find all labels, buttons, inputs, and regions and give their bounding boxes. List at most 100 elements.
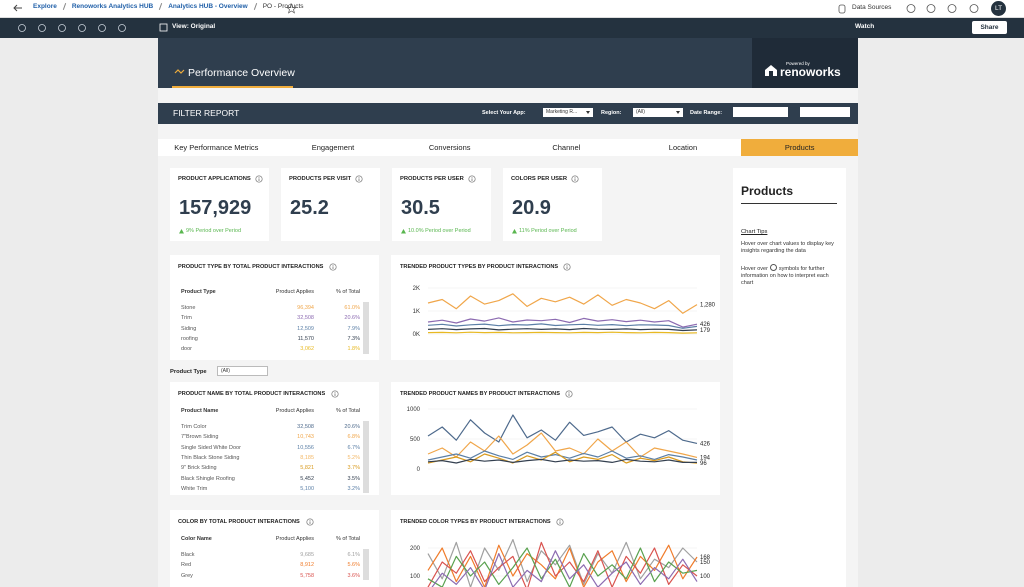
table-cell: 32,508 [297,424,314,430]
kpi-value: 25.2 [290,197,329,219]
sidebar-title: Products [741,184,794,198]
info-dot [258,176,260,178]
table-cell: 3.6% [347,572,360,579]
table-cell: 11,570 [297,335,314,342]
tool-icon [78,24,86,32]
y-tick-label: 200 [410,546,421,552]
kpi-change: 9% Period over Period [186,228,242,234]
tab-strip [158,139,858,156]
kpi-card [281,168,380,241]
tab[interactable]: Location [668,143,698,152]
logo-box [752,38,858,88]
breadcrumb[interactable]: Renoworks Analytics HUB [71,3,154,10]
info-circle [255,175,263,183]
table-cell: 9,685 [300,552,314,558]
kpi-change: 11% Period over Period [519,228,577,234]
table-cell: % of Total [335,408,360,414]
chart-title: TRENDED COLOR TYPES BY PRODUCT INTERACTI… [400,519,551,525]
breadcrumb[interactable]: Analytics HUB - Overview [168,3,248,10]
info-circle [565,390,573,398]
filter-dropdown[interactable]: (All) [217,366,268,376]
db-icon [838,4,846,14]
info-circle [331,390,339,398]
data-sources[interactable]: Data Sources [852,4,892,11]
tool-icon [58,24,66,32]
y-tick-label: 100 [410,574,421,580]
caret [586,111,590,114]
y-tick-label: 1K [413,309,420,315]
table-title: COLOR BY TOTAL PRODUCT INTERACTIONS [178,519,300,525]
table-cell: 6.8% [347,434,360,441]
kpi-value: 30.5 [401,197,440,219]
tip-icon [769,264,777,271]
watch[interactable]: Watch [855,23,875,30]
info-icon [329,263,337,271]
favorite-icon [286,3,297,14]
info-dot [559,519,561,521]
tool-icon [98,24,106,32]
date-end[interactable] [800,107,850,117]
tips-title: Chart Tips [741,229,768,235]
scrollbar [363,549,369,580]
table-cell: 7.9% [347,325,360,332]
app-dropdown[interactable]: Marketing R... [543,108,593,117]
tab[interactable]: Products [741,139,858,156]
table-cell: Stone [181,305,196,311]
tab[interactable]: Channel [552,143,581,152]
info-dot [566,264,568,266]
table-cell: 5,821 [300,465,314,472]
table-cell: Grey [181,572,193,579]
tab[interactable]: Key Performance Metrics [174,143,259,152]
table-cell: Red [181,562,192,569]
chart-card [391,382,720,495]
tab[interactable]: Conversions [428,143,471,152]
info-circle [306,518,314,526]
table-cell: 10,556 [297,444,314,451]
region-dropdown[interactable]: (All) [633,108,683,117]
tool-icon [118,24,126,32]
table-cell: % of Total [335,289,360,295]
table-cell: Color Name [181,536,212,542]
banner [158,38,858,88]
data-label: 150 [700,560,711,566]
date-label: Date Range: [690,110,723,116]
table-cell: 12,509 [297,325,314,332]
series-line [427,293,698,314]
arrow [13,4,22,12]
series-line [427,327,698,332]
tool-icon [18,24,26,32]
table-cell: 5,758 [300,572,314,579]
tab[interactable]: Engagement [311,143,355,152]
table-cell: White Trim [181,485,208,492]
table-title: PRODUCT NAME BY TOTAL PRODUCT INTERACTIO… [178,391,326,397]
data-label: 194 [700,455,711,461]
logo: renoworks [780,65,841,79]
series-line [427,544,698,587]
info-icon [565,390,573,398]
date-start[interactable] [733,107,788,117]
share[interactable]: Share [972,21,1007,34]
table-cell: 8,912 [300,562,314,569]
data-label: 1,280 [700,303,716,309]
top-bar [0,0,1024,18]
table-cell: 3.5% [347,475,360,482]
table-cell: Thin Black Stone Siding [181,454,240,461]
series-line [427,432,698,458]
avatar[interactable]: LT [991,1,1006,16]
view-icon [159,23,168,32]
kpi-value: 157,929 [179,197,252,219]
toolbar-icons [18,23,168,32]
breadcrumb[interactable]: Explore [33,3,57,10]
y-tick-label: 500 [410,437,421,443]
view-label[interactable]: View: Original [172,23,216,30]
y-tick-label: 1000 [407,407,421,413]
table-cell: 5,100 [300,485,314,492]
kpi-title: PRODUCTS PER USER [400,176,464,182]
info-dot [568,391,570,393]
series-line [427,547,698,587]
chart-title: TRENDED PRODUCT TYPES BY PRODUCT INTERAC… [400,264,559,270]
tip: Hover over chart values to display key i… [741,241,834,254]
kpi-value: 20.9 [512,197,551,219]
